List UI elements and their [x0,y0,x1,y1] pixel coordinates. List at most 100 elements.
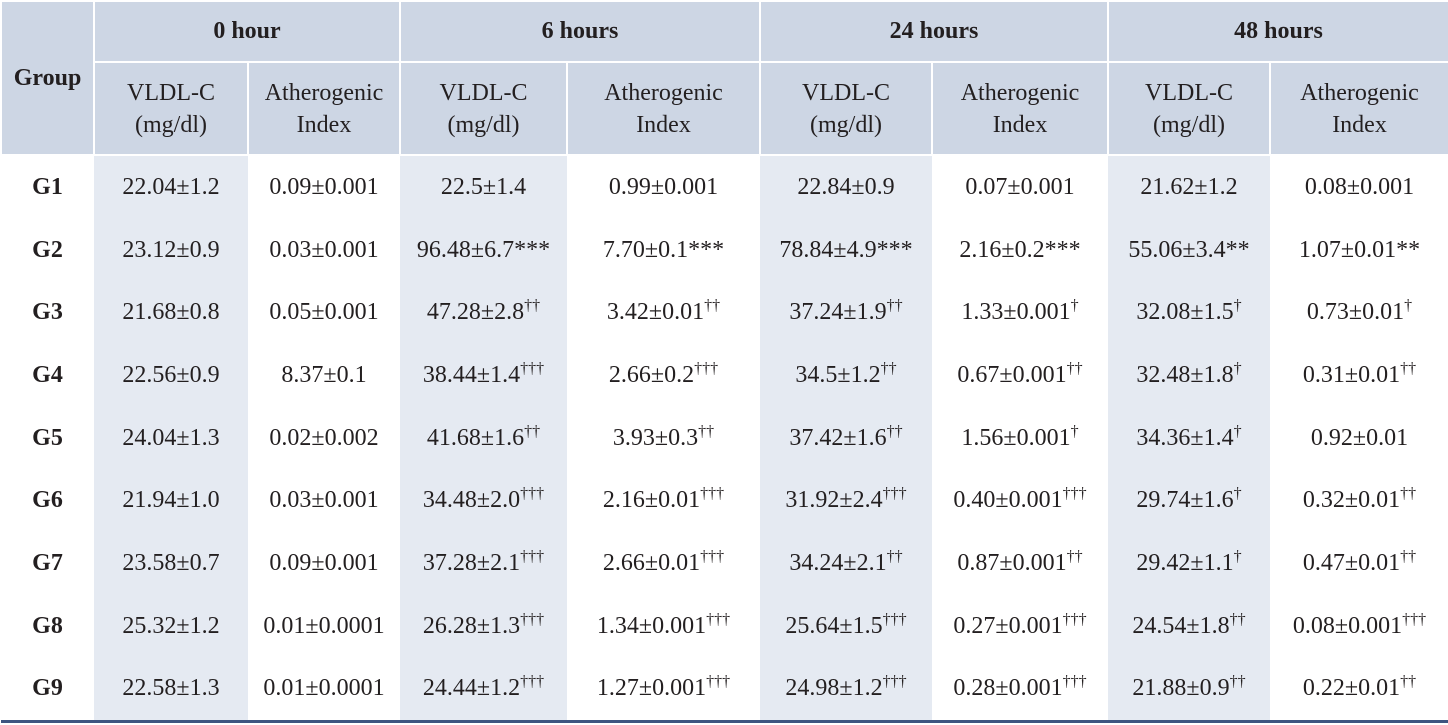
value-cell: 0.07±0.001 [932,155,1108,219]
value-cell: 0.47±0.01†† [1270,532,1448,595]
cell-value: 24.54±1.8 [1132,612,1230,639]
cell-value: 0.09±0.001 [269,173,379,200]
period-header: 24 hours [759,0,1110,63]
cell-value: 22.58±1.3 [122,675,220,702]
cell-value: 1.07±0.01** [1298,236,1421,263]
value-cell: 1.33±0.001† [932,281,1108,344]
value-cell: 2.16±0.2*** [932,219,1108,282]
cell-value: 0.08±0.001 [1304,173,1415,200]
value-cell: 31.92±2.4††† [760,469,933,533]
subheader: VLDL-C (mg/dl) [93,61,249,156]
cell-value: 0.09±0.001 [269,549,379,576]
cell-value: 0.05±0.001 [269,299,379,326]
data-row: G6 21.94±1.0 0.03±0.001 34.48±2.0††† 2.16±0.… [1,469,1448,533]
cell-value: 34.36±1.4 [1136,424,1234,451]
cell-value: 32.48±1.8 [1136,361,1234,388]
significance-mark: † [1233,547,1242,565]
significance-mark: †† [1066,359,1083,377]
group-label: G2 [32,236,63,263]
value-cell: 22.84±0.9 [760,155,933,219]
value-cell: 24.04±1.3 [94,406,248,470]
subheader: Atherogenic Index [931,61,1110,156]
value-cell: 0.32±0.01†† [1270,469,1448,532]
cell-value: 23.12±0.9 [122,236,220,263]
period-label: 48 hours [1234,18,1323,44]
value-cell: 0.08±0.001 [1270,155,1448,219]
significance-mark: ††† [1062,610,1087,628]
value-cell: 2.66±0.2††† [567,344,760,407]
value-cell: 26.28±1.3††† [400,594,568,658]
significance-mark: †† [886,547,903,565]
significance-mark: ††† [700,485,725,503]
cell-value: 0.08±0.001 [1292,612,1403,639]
value-cell: 34.48±2.0††† [400,469,568,533]
value-cell: 0.87±0.001†† [932,532,1108,595]
cell-value: 0.27±0.001 [953,612,1063,639]
significance-mark: †† [704,297,721,315]
significance-mark: †† [886,422,903,440]
value-cell: 0.67±0.001†† [932,344,1108,407]
value-cell: 1.27±0.001††† [567,657,761,724]
group-cell: G8 [1,595,94,658]
data-row: G7 23.58±0.7 0.09±0.001 37.28±2.1††† 2.66±0.… [1,532,1448,595]
significance-mark: ††† [694,359,719,377]
cell-value: 34.24±2.1 [789,549,887,576]
cell-value: 78.84±4.9*** [779,236,913,263]
subheader-line: Index [1332,111,1387,138]
subheader-line: VLDL-C [439,79,528,106]
data-row: G2 23.12±0.9 0.03±0.001 96.48±6.7*** 7.70±0.… [1,218,1448,282]
value-cell: 1.34±0.001††† [567,595,760,658]
value-cell: 0.09±0.001 [248,155,400,219]
significance-mark: † [1233,359,1242,377]
cell-value: 34.48±2.0 [422,487,521,514]
value-cell: 0.05±0.001 [248,281,400,344]
data-row: G5 24.04±1.3 0.02±0.002 41.68±1.6†† 3.93±0.3… [1,406,1448,470]
group-label: G7 [32,549,63,576]
cell-value: 2.66±0.2 [608,361,695,388]
group-label: G3 [32,299,63,326]
value-cell: 96.48±6.7*** [400,218,568,282]
significance-mark: † [1233,422,1242,440]
data-row: G8 25.32±1.2 0.01±0.0001 26.28±1.3††† 1.34±0… [1,594,1448,658]
value-cell: 41.68±1.6†† [400,406,568,470]
period-header: 0 hour [92,0,402,63]
subheader-line: VLDL-C [127,79,215,106]
significance-mark: † [1070,422,1079,440]
value-cell: 7.70±0.1*** [567,219,760,282]
group-label: G1 [32,173,63,200]
subheader-line: VLDL-C [1145,79,1233,106]
significance-mark: ††† [706,610,731,628]
data-row: G1 22.04±1.2 0.09±0.001 22.5±1.4 0.99±0.001 2… [1,155,1448,219]
value-cell: 0.09±0.001 [248,532,400,595]
subheader: VLDL-C (mg/dl) [399,61,569,156]
cell-value: 26.28±1.3 [422,612,521,639]
subheader-line: (mg/dl) [810,111,883,138]
value-cell: 29.42±1.1† [1108,532,1271,595]
group-cell: G6 [1,469,94,532]
significance-mark: †† [698,422,715,440]
cell-value: 0.31±0.01 [1302,361,1401,388]
cell-value: 0.99±0.001 [608,173,719,200]
subheader-line: Atherogenic [960,79,1080,106]
cell-value: 3.42±0.01 [606,299,705,326]
value-cell: 37.24±1.9†† [760,281,933,345]
group-cell: G2 [1,219,94,282]
group-cell: G4 [1,344,94,407]
significance-mark: †† [1229,610,1246,628]
group-label: G5 [32,424,63,451]
cell-value: 0.02±0.002 [269,424,379,451]
value-cell: 34.5±1.2†† [760,344,933,407]
value-cell: 22.04±1.2 [94,155,248,219]
significance-mark: † [1233,485,1242,503]
significance-mark: † [1233,297,1242,315]
cell-value: 1.27±0.001 [596,675,707,702]
significance-mark: † [1404,297,1413,315]
cell-value: 1.56±0.001 [961,424,1071,451]
group-cell: G1 [1,155,94,219]
cell-value: 24.44±1.2 [422,675,521,702]
value-cell: 1.56±0.001† [932,407,1108,470]
cell-value: 21.88±0.9 [1132,675,1230,702]
value-cell: 1.07±0.01** [1270,219,1448,282]
